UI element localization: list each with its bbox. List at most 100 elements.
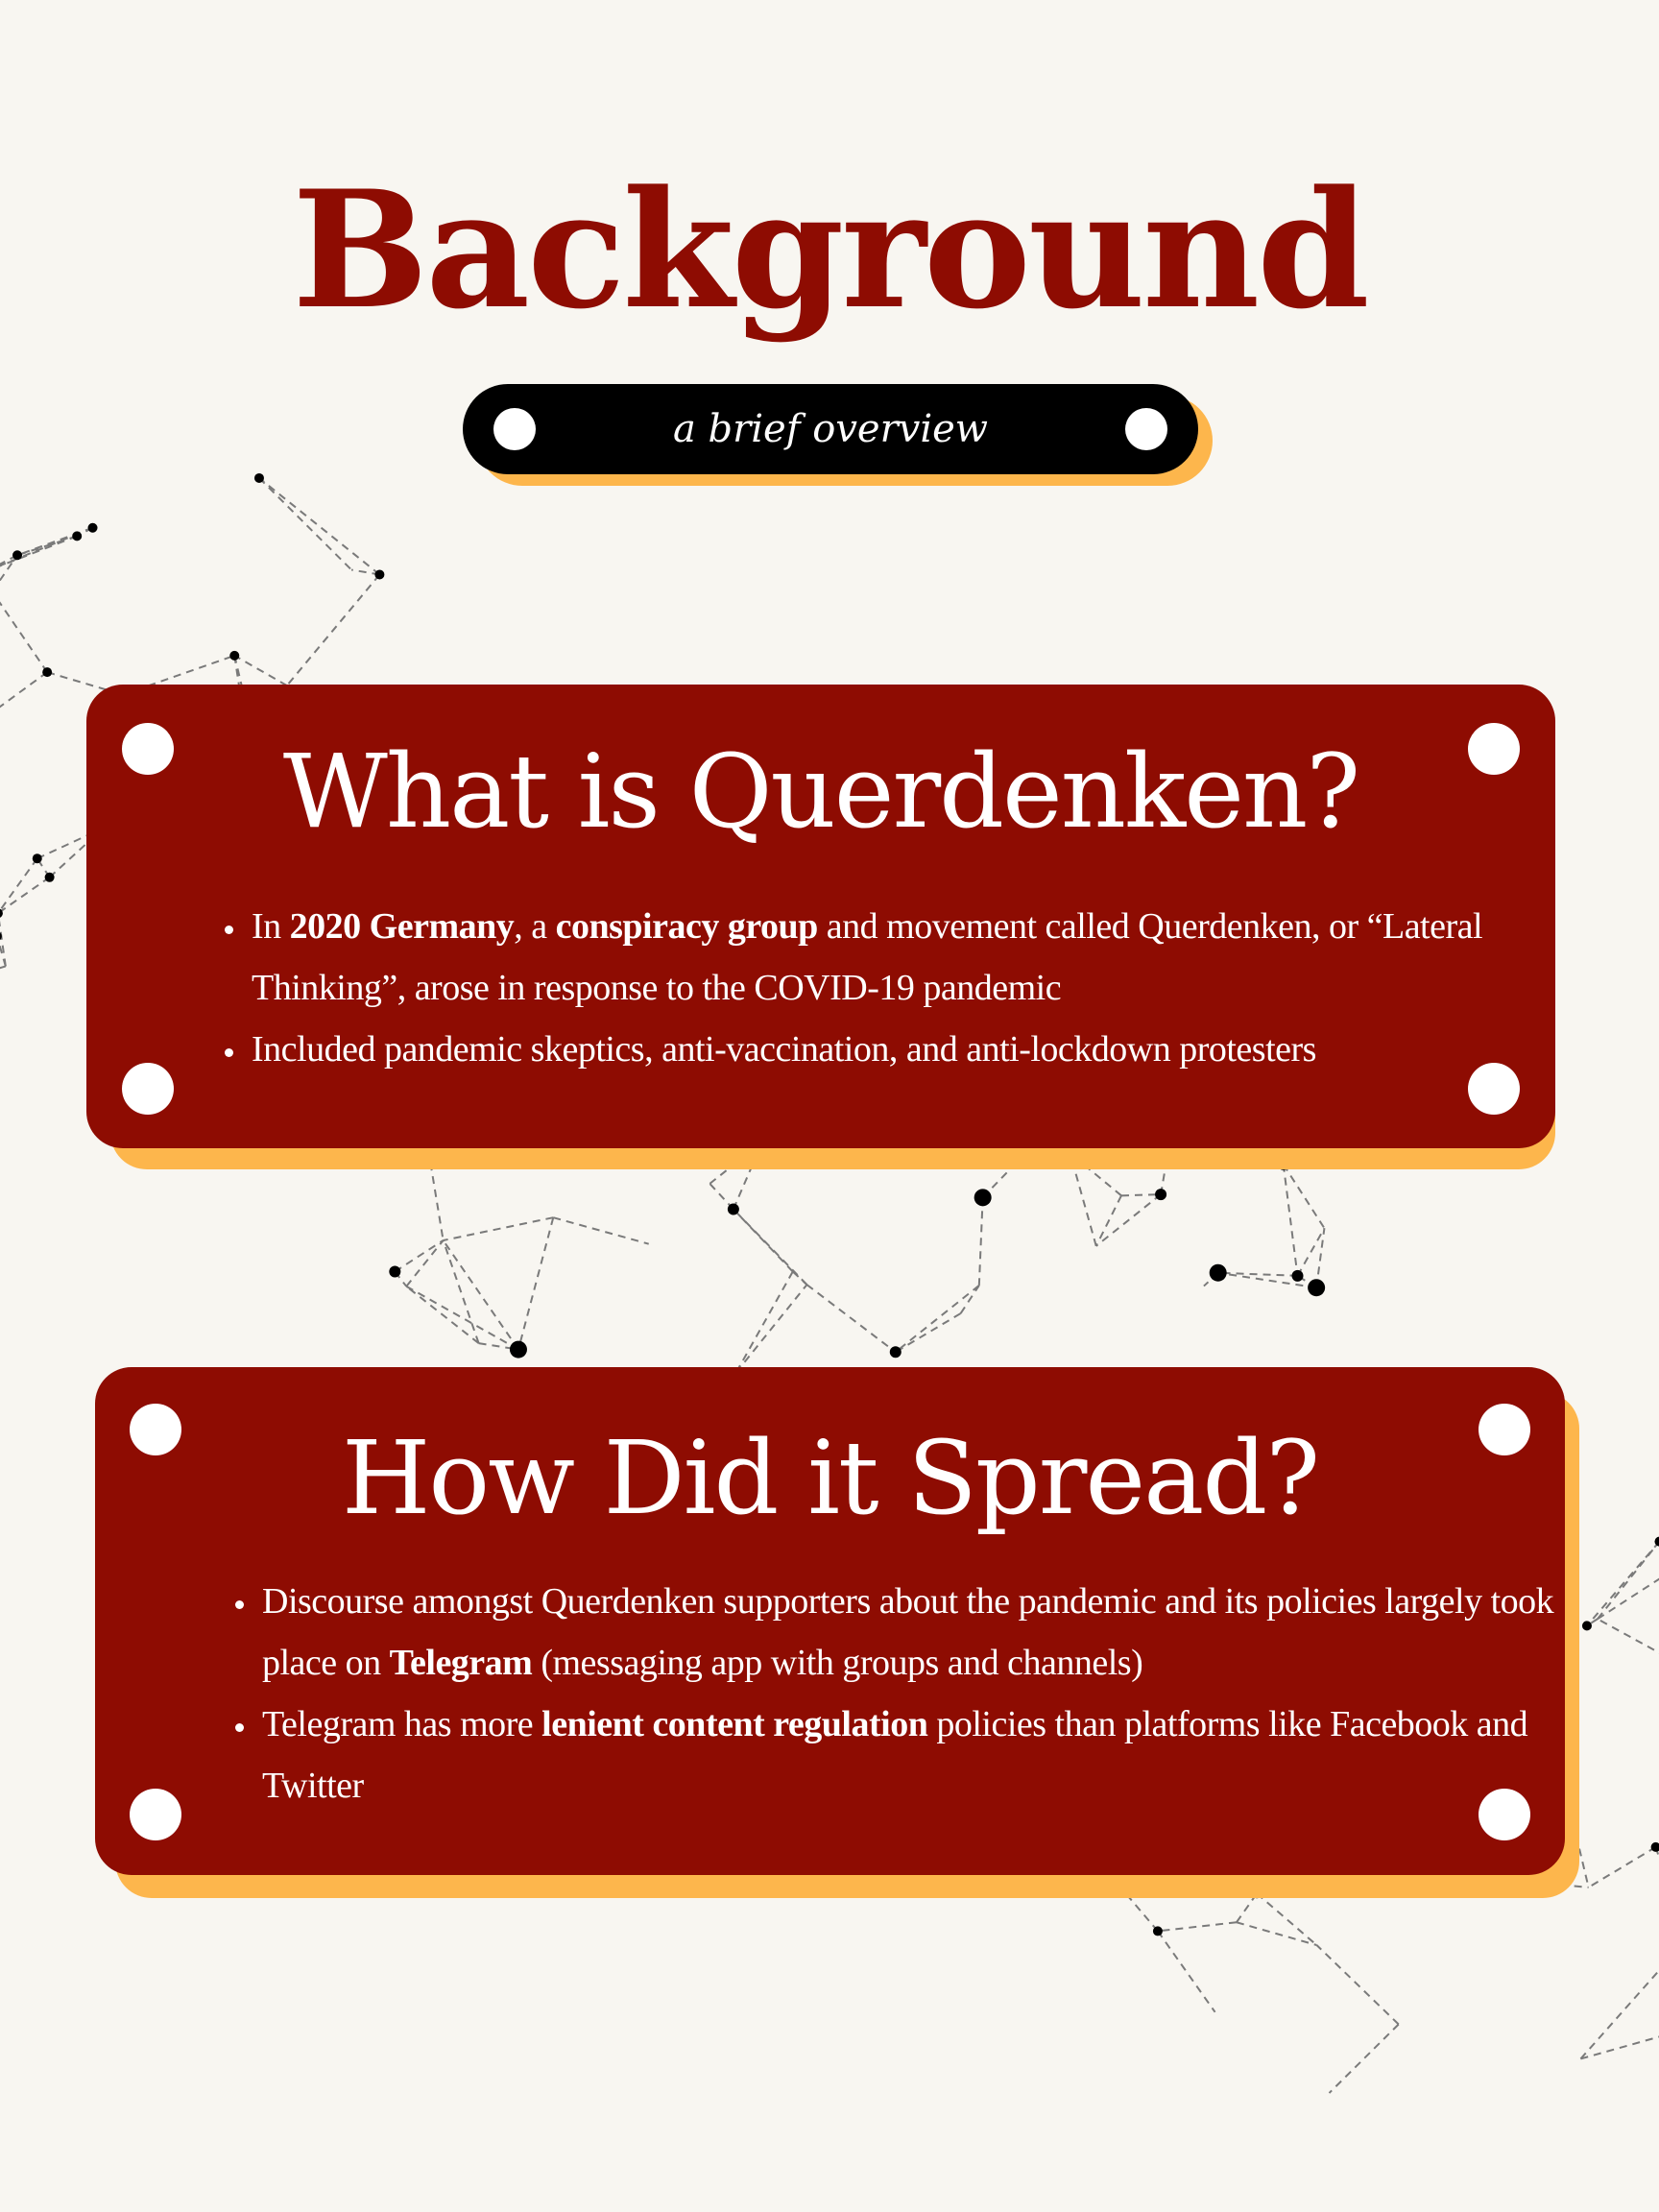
- network-link: [805, 1284, 897, 1354]
- bullet-bold-text: conspiracy group: [555, 906, 819, 947]
- network-link: [258, 477, 381, 576]
- network-node-icon: [1291, 1269, 1304, 1282]
- bullet-text: Included pandemic skeptics, anti-vaccina…: [252, 1029, 1316, 1070]
- network-link: [553, 1216, 649, 1245]
- network-link: [977, 1197, 984, 1286]
- network-link: [1580, 2035, 1659, 2060]
- network-node-icon: [727, 1203, 739, 1215]
- network-link: [517, 1216, 555, 1350]
- network-link: [1586, 1618, 1599, 1627]
- card-bullet-list: In 2020 Germany, a conspiracy group and …: [213, 896, 1553, 1080]
- network-node-icon: [12, 550, 23, 561]
- network-link: [405, 1239, 445, 1287]
- network-node-icon: [1581, 1621, 1592, 1631]
- network-link: [1236, 1921, 1317, 1946]
- bullet-text: , a: [514, 906, 556, 947]
- banner-rivet-icon: [493, 408, 536, 450]
- card-rivet-icon: [1479, 1404, 1530, 1455]
- network-link: [16, 526, 93, 557]
- network-link: [442, 1239, 480, 1344]
- network-node-icon: [72, 531, 83, 541]
- network-link: [1094, 1194, 1122, 1247]
- network-node-icon: [0, 932, 2, 941]
- network-link: [443, 1216, 554, 1241]
- subtitle-banner: a brief overview: [463, 384, 1198, 474]
- network-link: [0, 876, 51, 913]
- card-rivet-icon: [1468, 1063, 1520, 1115]
- network-link: [0, 965, 7, 970]
- network-link: [1597, 1618, 1659, 1654]
- network-node-icon: [509, 1340, 527, 1358]
- card-rivet-icon: [1468, 723, 1520, 775]
- network-node-icon: [1152, 1926, 1163, 1936]
- network-link: [895, 1312, 962, 1354]
- card-rivet-icon: [130, 1789, 181, 1840]
- network-link: [1095, 1193, 1162, 1247]
- network-node-icon: [389, 1265, 401, 1278]
- network-link: [1296, 1227, 1326, 1277]
- bullet-text: and movement called Querdenken, or “Late…: [252, 906, 1483, 1008]
- network-link: [1315, 1944, 1400, 2026]
- card-heading: How Did it Spread?: [341, 1419, 1320, 1537]
- network-node-icon: [889, 1346, 902, 1358]
- bullet-text: Telegram has more: [262, 1704, 542, 1744]
- bullet-text: policies than platforms like Facebook an…: [262, 1704, 1528, 1806]
- network-link: [1588, 1846, 1657, 1888]
- network-link: [959, 1285, 980, 1314]
- network-node-icon: [974, 1189, 992, 1207]
- subtitle: a brief overview: [672, 407, 989, 451]
- card-what-is-querdenken: What is Querdenken? In 2020 Germany, a c…: [86, 685, 1555, 1148]
- bullet-text: (messaging app with groups and channels): [532, 1643, 1143, 1683]
- network-link: [709, 1183, 734, 1211]
- bullet-bold-text: Telegram: [389, 1643, 533, 1683]
- network-node-icon: [42, 667, 53, 678]
- banner-rivet-icon: [1125, 408, 1167, 450]
- network-link: [0, 857, 38, 913]
- network-link: [16, 535, 78, 557]
- card-how-did-it-spread: How Did it Spread? Discourse amongst Que…: [95, 1367, 1565, 1875]
- network-link: [1236, 1892, 1258, 1923]
- network-link: [1120, 1193, 1162, 1197]
- network-link: [0, 535, 78, 567]
- network-node-icon: [87, 522, 98, 533]
- network-link: [1157, 1921, 1238, 1933]
- network-link: [442, 1239, 519, 1351]
- network-node-icon: [44, 872, 55, 882]
- bullet-text: Discourse amongst Querdenken supporters …: [262, 1581, 1554, 1683]
- network-link: [405, 1285, 519, 1351]
- network-link: [1256, 1892, 1318, 1946]
- card-rivet-icon: [1479, 1789, 1530, 1840]
- network-link: [233, 654, 288, 686]
- network-node-icon: [253, 472, 264, 483]
- network-link: [1157, 1930, 1216, 2013]
- network-link: [0, 920, 7, 967]
- page-title: Background: [292, 155, 1369, 345]
- card-rivet-icon: [122, 723, 174, 775]
- network-link: [1315, 1228, 1326, 1288]
- network-link: [1217, 1271, 1317, 1289]
- network-node-icon: [1155, 1189, 1167, 1201]
- card-bullet-list: Discourse amongst Querdenken supporters …: [224, 1571, 1574, 1816]
- bullet-item: Telegram has more lenient content regula…: [258, 1694, 1574, 1816]
- card-rivet-icon: [122, 1063, 174, 1115]
- network-link: [1586, 1540, 1659, 1627]
- network-link: [0, 671, 48, 709]
- card-heading: What is Querdenken?: [282, 733, 1360, 851]
- bullet-bold-text: 2020 Germany: [289, 906, 515, 947]
- network-link: [286, 573, 381, 686]
- network-node-icon: [1209, 1263, 1227, 1282]
- network-link: [734, 1271, 794, 1374]
- network-link: [258, 477, 352, 571]
- bullet-item: Included pandemic skeptics, anti-vaccina…: [248, 1019, 1553, 1080]
- bullet-item: Discourse amongst Querdenken supporters …: [258, 1571, 1574, 1694]
- network-link: [394, 1239, 445, 1273]
- network-link: [1069, 1152, 1097, 1247]
- network-node-icon: [374, 569, 385, 580]
- network-link: [0, 601, 48, 673]
- bullet-bold-text: lenient content regulation: [541, 1704, 928, 1744]
- network-link: [733, 1208, 808, 1286]
- network-link: [734, 1284, 808, 1374]
- bullet-item: In 2020 Germany, a conspiracy group and …: [248, 896, 1553, 1019]
- network-node-icon: [0, 908, 3, 918]
- network-node-icon: [1308, 1279, 1326, 1297]
